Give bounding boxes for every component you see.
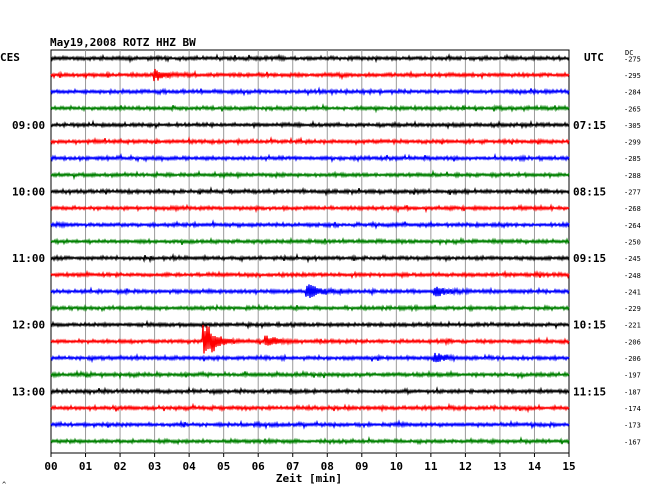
right-time-label: 10:15	[573, 319, 606, 332]
x-tick-label: 14	[528, 460, 542, 473]
dc-offset-label: -187	[624, 388, 641, 396]
left-time-label: 10:00	[12, 186, 45, 199]
plot-frame	[50, 49, 570, 454]
time-grid	[50, 49, 570, 454]
trace-group	[50, 53, 570, 446]
dc-offset-label: -284	[624, 89, 641, 97]
seismic-trace	[50, 419, 570, 430]
x-tick-label: 11	[424, 460, 438, 473]
dc-offset-label: -288	[624, 172, 641, 180]
dc-offset-label: -268	[624, 205, 641, 213]
seismic-trace	[50, 253, 570, 264]
right-time-label: 07:15	[573, 119, 606, 132]
dc-offset-label: -299	[624, 139, 641, 147]
seismic-trace	[50, 269, 570, 280]
dc-offset-label: -275	[624, 55, 641, 63]
dc-offset-label: -264	[624, 222, 641, 230]
right-time-label: 09:15	[573, 252, 606, 265]
seismic-trace	[50, 53, 570, 64]
x-tick-label: 05	[217, 460, 230, 473]
seismic-trace	[50, 386, 570, 396]
left-time-label: 12:00	[12, 319, 45, 332]
left-timezone-label: CES	[0, 51, 20, 64]
x-tick-label: 01	[79, 460, 93, 473]
seismic-trace	[50, 402, 570, 414]
x-tick-label: 03	[148, 460, 161, 473]
dc-offset-label: -285	[624, 155, 641, 163]
dc-offset-label: -295	[624, 72, 641, 80]
dc-offset-label: -221	[624, 322, 641, 330]
x-tick-label: 02	[113, 460, 126, 473]
dc-offset-header: DC	[625, 49, 633, 57]
left-time-label: 13:00	[12, 385, 45, 398]
x-tick-label: 15	[562, 460, 575, 473]
dc-offset-label: -206	[624, 338, 641, 346]
seismic-trace	[50, 169, 570, 181]
seismic-trace	[50, 324, 570, 354]
seismic-trace	[50, 68, 570, 82]
seismic-trace	[50, 369, 570, 381]
dc-offset-label: -305	[624, 122, 641, 130]
seismic-trace	[50, 236, 570, 247]
seismic-trace	[50, 86, 570, 97]
x-tick-label: 08	[321, 460, 334, 473]
x-axis-label: Zeit [min]	[276, 472, 342, 485]
x-tick-label: 10	[390, 460, 403, 473]
dc-offset-label: -248	[624, 272, 641, 280]
dc-offset-label: -241	[624, 288, 641, 296]
seismic-trace	[50, 136, 570, 147]
seismic-trace	[50, 319, 570, 330]
x-tick-label: 12	[459, 460, 472, 473]
seismic-trace	[50, 203, 570, 214]
dc-offset-label: -197	[624, 372, 641, 380]
right-timezone-label: UTC	[584, 51, 604, 64]
seismic-trace	[50, 103, 570, 114]
dc-offset-label: -277	[624, 189, 641, 197]
seismic-trace	[50, 119, 570, 130]
right-time-label: 08:15	[573, 186, 606, 199]
left-time-label: 11:00	[12, 252, 45, 265]
seismic-trace	[50, 284, 570, 298]
seismic-trace	[50, 152, 570, 163]
seismic-trace	[50, 352, 570, 364]
dc-offset-label: -245	[624, 255, 641, 263]
dc-offset-label: -173	[624, 422, 641, 430]
label-group: 09:00 10:00 11:00 12:00 13:00 07:15 08:15 09:15…	[12, 55, 641, 473]
left-time-label: 09:00	[12, 119, 45, 132]
x-tick-label: 04	[183, 460, 197, 473]
dc-offset-label: -229	[624, 305, 641, 313]
seismic-trace	[50, 303, 570, 313]
dc-offset-label: -206	[624, 355, 641, 363]
right-time-label: 11:15	[573, 385, 606, 398]
x-tick-label: 13	[493, 460, 506, 473]
x-tick-label: 07	[286, 460, 299, 473]
seismic-trace	[50, 186, 570, 197]
corner-mark: ^	[2, 481, 6, 489]
dc-offset-label: -174	[624, 405, 641, 413]
dc-offset-label: -265	[624, 105, 641, 113]
x-tick-label: 00	[44, 460, 57, 473]
x-tick-label: 06	[252, 460, 266, 473]
dc-offset-label: -250	[624, 238, 641, 246]
seismic-trace	[50, 435, 570, 446]
x-tick-label: 09	[355, 460, 368, 473]
chart-title: May19,2008 ROTZ HHZ BW	[50, 36, 196, 49]
seismic-trace	[50, 219, 570, 230]
dc-offset-label: -167	[624, 438, 641, 446]
